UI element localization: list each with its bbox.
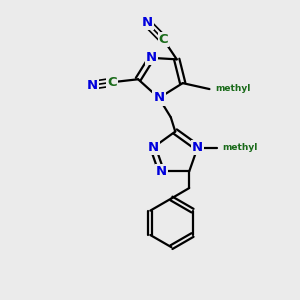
- Text: C: C: [159, 33, 168, 46]
- Text: N: N: [86, 79, 98, 92]
- Text: methyl: methyl: [215, 84, 250, 93]
- Text: N: N: [142, 16, 153, 29]
- Text: N: N: [153, 92, 164, 104]
- Text: N: N: [147, 141, 158, 154]
- Text: N: N: [146, 51, 157, 64]
- Text: C: C: [107, 76, 117, 89]
- Text: N: N: [192, 141, 203, 154]
- Text: N: N: [156, 165, 167, 178]
- Text: methyl: methyl: [222, 142, 258, 152]
